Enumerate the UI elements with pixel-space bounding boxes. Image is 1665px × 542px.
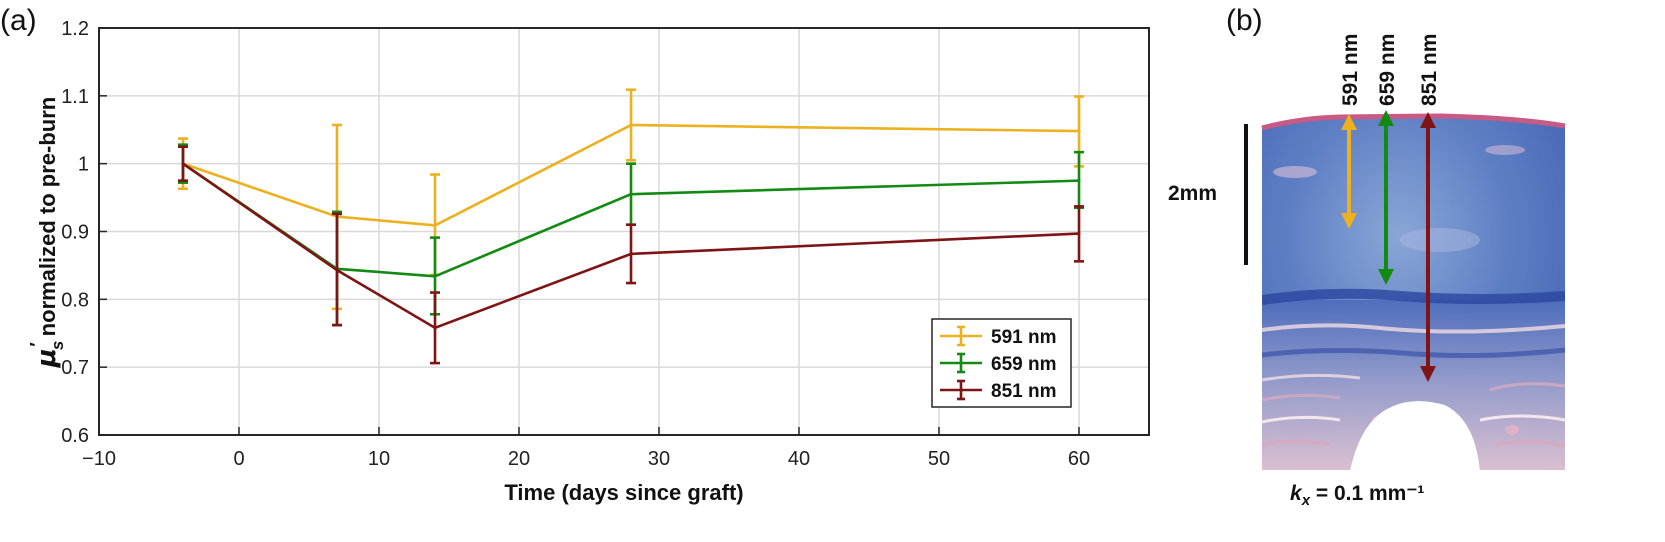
y-ticks: 0.6 0.7 0.8 0.9 1 1.1 1.2 — [61, 18, 107, 447]
y-tick-label: 0.7 — [61, 357, 89, 379]
series-layer — [178, 88, 1084, 365]
data-point — [1077, 232, 1081, 236]
kx-symbol: k — [1290, 482, 1303, 505]
y-tick-label: 0.6 — [61, 425, 89, 447]
data-point — [181, 162, 185, 166]
x-axis-label: Time (days since graft) — [504, 480, 743, 505]
x-ticks: −10 0 10 20 30 40 50 60 — [82, 427, 1090, 470]
legend-item: 591 nm — [940, 325, 1056, 348]
wavelength-label-659: 659 nm — [1376, 34, 1399, 106]
panel-b-label: (b) — [1226, 4, 1263, 37]
data-point — [433, 223, 437, 227]
x-tick-label: 50 — [928, 448, 950, 470]
legend: 591 nm 659 nm 851 nm — [931, 318, 1072, 408]
legend-item: 659 nm — [940, 352, 1056, 375]
histology-panel: 591 nm 659 nm 851 nm 2mm kx = 0.1 mm⁻¹ — [1168, 34, 1566, 509]
chart-a: −10 0 10 20 30 40 50 60 0.6 0.7 0.8 0.9 1 1.1 1.2 Tim… — [27, 18, 1150, 505]
legend-label: 659 nm — [991, 354, 1056, 375]
y-label-text: normalized to pre-burn — [35, 97, 60, 337]
y-tick-label: 0.8 — [61, 289, 89, 311]
data-point — [433, 326, 437, 330]
x-tick-label: 30 — [648, 448, 670, 470]
x-tick-label: 60 — [1068, 448, 1090, 470]
y-tick-label: 1.1 — [61, 86, 89, 108]
scale-bar-label: 2mm — [1168, 182, 1217, 205]
x-tick-label: 10 — [368, 448, 390, 470]
wavelength-label-591: 591 nm — [1339, 34, 1362, 106]
data-point — [433, 274, 437, 278]
y-tick-label: 0.9 — [61, 222, 89, 244]
x-tick-label: −10 — [82, 448, 116, 470]
y-label-prime: ′ — [27, 342, 47, 346]
y-tick-label: 1.2 — [61, 18, 89, 40]
kx-subscript: x — [1301, 492, 1311, 509]
panel-a-label: (a) — [0, 4, 37, 37]
grid-lines — [99, 28, 1149, 435]
legend-label: 591 nm — [991, 327, 1056, 348]
epidermis-border — [1261, 113, 1566, 131]
data-point — [335, 268, 339, 272]
tissue-image — [1262, 116, 1565, 470]
x-tick-label: 20 — [508, 448, 530, 470]
wavelength-label-851: 851 nm — [1418, 34, 1441, 106]
y-axis-label: μs′ normalized to pre-burn — [27, 97, 67, 369]
data-point — [1077, 179, 1081, 183]
data-point — [1077, 129, 1081, 133]
kx-text: = 0.1 mm⁻¹ — [1310, 482, 1424, 505]
x-tick-label: 40 — [788, 448, 810, 470]
series-3 — [178, 145, 1084, 365]
legend-label: 851 nm — [991, 381, 1056, 402]
data-point — [629, 192, 633, 196]
data-point — [629, 252, 633, 256]
y-label-symbol: μ — [32, 348, 62, 368]
y-tick-label: 1 — [78, 154, 89, 176]
y-label-subscript: s — [48, 341, 67, 350]
x-tick-label: 0 — [233, 448, 244, 470]
kx-label: kx = 0.1 mm⁻¹ — [1290, 482, 1424, 509]
legend-item: 851 nm — [940, 379, 1056, 402]
data-point — [629, 123, 633, 127]
